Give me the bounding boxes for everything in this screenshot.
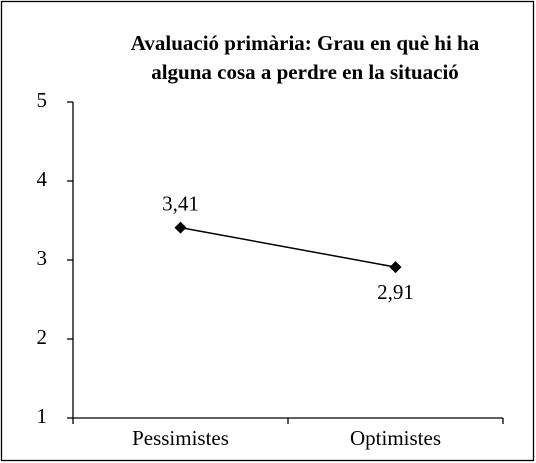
y-tick-label: 5 [37, 88, 48, 112]
line [180, 226, 396, 268]
data-label: 3,41 [162, 191, 199, 215]
y-tick-label: 1 [37, 404, 48, 428]
chart-title: Avaluació primària: Grau en què hi ha [131, 31, 480, 55]
y-tick-label: 2 [37, 325, 48, 349]
marker [389, 261, 402, 274]
x-tick-label: Optimistes [350, 426, 441, 450]
x-tick-label: Pessimistes [132, 426, 229, 450]
y-tick-label: 3 [37, 246, 48, 270]
chart-title: alguna cosa a perdre en la situació [151, 60, 459, 84]
marker [174, 221, 187, 234]
y-tick-label: 4 [37, 167, 48, 191]
data-label: 2,91 [377, 280, 414, 304]
